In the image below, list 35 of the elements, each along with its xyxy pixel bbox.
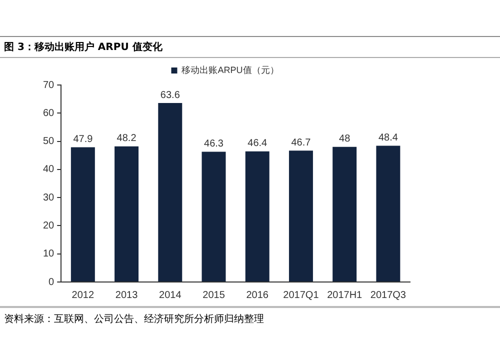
data-label: 48.2 [116,133,137,144]
data-label: 46.3 [204,138,224,150]
y-tick-label: 40 [43,164,55,176]
bar [332,146,357,282]
text: 资料来源：互联网、公司公告、经济研究所分析师归纳整理 [0,306,500,330]
x-tick-label: 2017Q1 [283,290,320,301]
data-label: 46.7 [291,137,312,148]
bar [376,146,400,282]
y-tick-label: 0 [48,276,55,288]
bar [288,150,313,282]
data-label: 46.4 [248,138,268,150]
data-label: 47.9 [73,134,94,145]
y-tick-label: 60 [43,108,55,119]
y-tick-label: 50 [43,136,55,148]
data-label: 48 [339,134,351,145]
x-tick-label: 2017H1 [327,290,363,301]
x-tick-label: 2012 [72,290,94,301]
x-tick-label: 2016 [246,290,269,301]
legend-label: 移动出账ARPU值（元） [182,64,279,75]
chart-title: 图 3：移动出账用户 ARPU 值变化 [0,36,500,58]
y-tick-label: 20 [43,220,55,232]
bar [70,147,95,282]
bar [158,103,182,282]
bar [114,146,139,282]
data-label: 63.6 [160,90,180,101]
x-tick-label: 2014 [159,290,182,301]
x-tick-label: 2017Q3 [370,290,406,301]
y-tick-label: 70 [43,80,55,91]
x-tick-label: 2015 [202,290,226,301]
x-tick-label: 2013 [115,290,138,301]
y-tick-label: 30 [43,192,55,204]
y-tick-label: 10 [43,248,55,260]
bar [202,152,226,282]
data-label: 48.4 [378,132,398,144]
bar [245,151,270,282]
